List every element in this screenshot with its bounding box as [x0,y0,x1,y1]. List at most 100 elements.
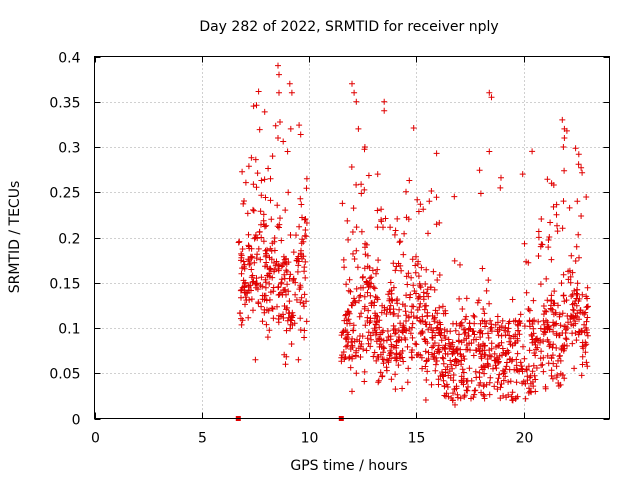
chart-title: Day 282 of 2022, SRMTID for receiver npl… [199,19,498,35]
data-point [560,347,567,354]
data-point [429,334,436,341]
data-point [575,151,582,158]
data-point [454,358,461,365]
data-point [573,337,580,344]
data-point [345,308,352,315]
data-point [365,340,372,347]
data-point [436,272,443,278]
data-point [380,360,387,367]
data-point [373,270,379,277]
data-point [301,232,308,239]
data-point [472,387,479,394]
data-point [239,246,246,252]
data-point [527,380,534,387]
data-point [281,271,288,278]
data-point [495,358,502,365]
data-point [496,371,503,378]
data-point [440,355,447,362]
data-point [478,355,485,362]
tick-labels: 0 0.05 0.1 0.15 0.2 0.25 0.3 0.35 0.4 0 5 10 15 20 [49,51,533,447]
data-point [484,356,491,362]
data-point [250,207,257,214]
data-point [344,217,351,224]
data-point [527,372,534,379]
data-point [415,351,422,358]
data-point [267,197,274,204]
data-point [583,359,590,366]
data-point [457,395,464,402]
data-point [465,332,472,339]
data-point [410,125,417,131]
data-point [548,372,555,379]
data-point [293,232,299,239]
data-point [341,356,348,363]
data-point [250,181,257,188]
data-point [299,255,305,262]
data-point [449,365,456,372]
x-axis-label: GPS time / hours [290,458,407,474]
data-point [276,71,282,78]
data-point [476,167,483,174]
data-point [505,379,512,385]
data-point [235,239,242,246]
data-point [395,313,402,319]
data-point [488,340,495,347]
data-point [268,216,275,223]
data-point [515,322,522,329]
data-point [452,362,459,369]
data-point [378,218,385,225]
data-point [540,338,547,345]
data-point [545,244,552,251]
data-point [381,98,388,105]
data-point [266,254,273,261]
data-point [491,350,498,357]
data-point [573,290,580,297]
data-point [574,198,581,205]
data-point [471,331,478,338]
data-point [540,303,547,309]
data-point [282,361,289,368]
data-point [579,169,586,176]
data-point [549,344,556,351]
data-point [516,331,523,338]
data-point [350,327,357,334]
data-point [509,296,516,303]
data-point [564,313,571,319]
data-point [302,227,309,233]
data-point [547,219,554,226]
data-point [486,347,493,354]
data-point [245,242,252,249]
data-point [500,392,507,399]
data-point [583,304,590,311]
data-point [558,280,565,287]
data-point [556,353,563,360]
data-point [555,383,562,389]
data-point [575,298,582,304]
data-point [394,215,401,222]
data-point [478,364,485,371]
data-point [550,311,557,318]
data-point [275,283,282,290]
data-point [514,335,521,342]
data-point [575,331,582,338]
data-point [364,335,371,342]
data-point [350,299,357,306]
data-point [260,221,267,228]
data-point [466,365,473,372]
data-point [481,310,488,317]
data-point [470,352,477,359]
data-point [491,357,498,364]
data-point [562,335,569,342]
data-points [235,62,591,421]
data-point [544,352,551,359]
data-point [465,383,471,390]
data-point [390,284,397,291]
data-point [374,171,381,178]
data-point [278,313,284,320]
data-point [261,108,268,115]
data-point [260,211,267,218]
data-point [508,393,515,400]
data-point [436,219,443,226]
data-point [363,241,370,248]
